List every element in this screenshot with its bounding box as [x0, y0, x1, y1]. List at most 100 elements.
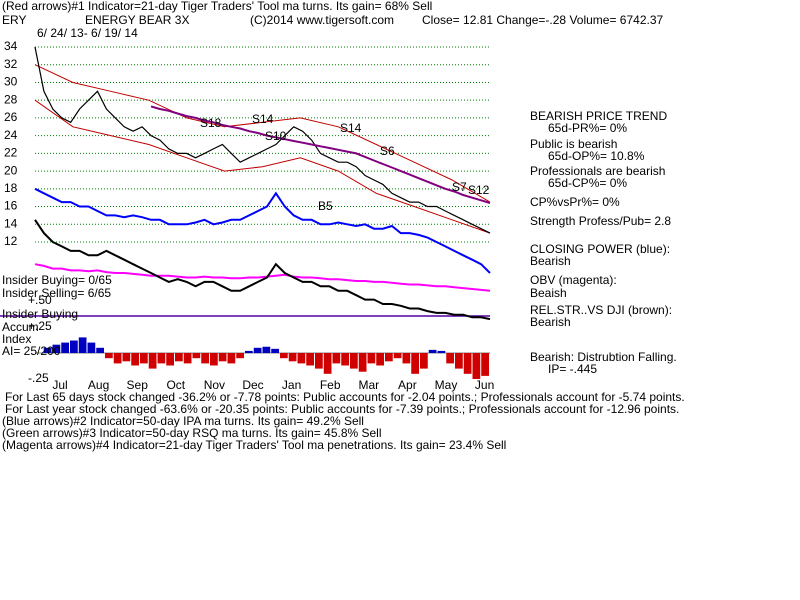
accum-bar: [210, 353, 218, 366]
accum-bar: [393, 353, 402, 359]
x-tick-label: Feb: [320, 378, 341, 392]
footer-line: For Last year stock changed -63.6% or -2…: [5, 402, 679, 416]
accum-bar: [43, 347, 52, 353]
x-tick-label: Dec: [242, 378, 263, 392]
accum-bar: [332, 353, 341, 364]
accum-bar: [297, 353, 306, 364]
y-tick-label: 28: [4, 92, 18, 106]
accum-bar: [376, 353, 384, 366]
right-label: Beaish: [530, 286, 567, 300]
left-label: AI= 25/200: [2, 344, 61, 358]
y-tick-label: 32: [4, 57, 18, 71]
obv: [34, 263, 491, 292]
accum-bar: [148, 353, 157, 369]
accum-bar: [446, 353, 454, 364]
accum-bar: [61, 342, 69, 353]
y-tick-label: 26: [4, 110, 18, 124]
accum-bar: [227, 353, 236, 364]
left-label: Insider Buying= 0/65: [2, 273, 112, 287]
accum-bar: [140, 353, 148, 364]
date-range: 6/ 24/ 13- 6/ 19/ 14: [37, 26, 138, 40]
right-label: OBV (magenta):: [530, 273, 617, 287]
accum-bar: [463, 353, 472, 374]
y-tick-label: 14: [4, 216, 18, 230]
closing-power: [34, 187, 491, 274]
accum-bar: [218, 353, 227, 362]
right-label: CLOSING POWER (blue):: [530, 242, 670, 256]
right-label: Public is bearish: [530, 137, 617, 151]
accum-bar: [481, 353, 489, 376]
left-label: Accum: [2, 320, 39, 334]
y-tick-label: 30: [4, 75, 18, 89]
right-label: 65d-OP%= 10.8%: [548, 149, 645, 163]
signal-label: S14: [340, 121, 362, 135]
accum-bar: [87, 342, 96, 353]
footer-line: For Last 65 days stock changed -36.2% or…: [5, 390, 685, 404]
y-tick-label: 18: [4, 181, 18, 195]
accum-bar: [105, 353, 113, 359]
accum-bar: [315, 353, 323, 369]
right-label: BEARISH PRICE TREND: [530, 109, 667, 123]
signal-label: S7: [452, 180, 467, 194]
x-tick-label: Jun: [475, 378, 494, 392]
header-line: (Red arrows)#1 Indicator=21-day Tiger Tr…: [2, 0, 432, 13]
signal-label: S10: [265, 129, 287, 143]
accum-bar: [122, 353, 131, 362]
signal-label: B5: [318, 199, 333, 213]
left-label: Insider Selling= 6/65: [2, 286, 111, 300]
accum-bar: [280, 353, 288, 359]
right-label: Professionals are bearish: [530, 164, 665, 178]
accum-bar: [306, 353, 314, 366]
right-label: Strength Profess/Pub= 2.8: [530, 214, 671, 228]
x-tick-label: May: [435, 378, 458, 392]
accum-bar: [271, 348, 279, 353]
x-tick-label: Nov: [204, 378, 225, 392]
footer-line: (Green arrows)#3 Indicator=50-day RSQ ma…: [2, 426, 382, 440]
accum-bar: [411, 353, 419, 374]
accum-bar: [428, 349, 437, 353]
accum-bar: [288, 353, 297, 362]
accum-tick-label: +.50: [28, 293, 52, 307]
accum-bar: [192, 353, 201, 359]
footer-line: (Blue arrows)#2 Indicator=50-day IPA ma …: [2, 414, 364, 428]
accum-bar: [455, 353, 463, 369]
right-label: CP%vsPr%= 0%: [530, 195, 620, 209]
right-label: Bearish: [530, 315, 571, 329]
accum-bar: [253, 347, 262, 353]
accum-bar: [262, 346, 271, 353]
accum-bar: [341, 353, 349, 366]
accum-bar: [70, 340, 78, 353]
upper-band: [34, 64, 491, 203]
accum-bar: [358, 353, 367, 372]
accum-bar: [201, 353, 209, 364]
accum-bar: [385, 353, 393, 362]
accum-bar: [236, 353, 244, 359]
y-tick-label: 34: [4, 39, 18, 53]
signal-label: S12: [468, 183, 490, 197]
accum-bar: [420, 353, 428, 369]
lower-band: [34, 99, 491, 234]
accum-bar: [367, 353, 376, 364]
accum-bar: [52, 344, 61, 353]
y-tick-label: 16: [4, 199, 18, 213]
right-label: IP= -.445: [548, 362, 597, 376]
accum-bar: [78, 337, 87, 353]
y-tick-label: 22: [4, 146, 18, 160]
right-label: 65d-PR%= 0%: [548, 121, 627, 135]
x-tick-label: Jan: [282, 378, 301, 392]
accum-bar: [245, 350, 253, 353]
left-label: Index: [2, 332, 31, 346]
right-label: REL.STR..VS DJI (brown):: [530, 303, 672, 317]
accum-bar: [183, 353, 192, 364]
accum-tick-label: -.25: [28, 371, 49, 385]
x-tick-label: Jul: [52, 378, 67, 392]
x-tick-label: Oct: [166, 378, 185, 392]
price: [34, 46, 491, 234]
accum-tick-label: +.25: [28, 319, 52, 333]
accum-bar: [131, 353, 139, 366]
x-tick-label: Mar: [358, 378, 379, 392]
accum-bar: [113, 353, 122, 364]
right-label: Bearish: Distrubtion Falling.: [530, 350, 677, 364]
